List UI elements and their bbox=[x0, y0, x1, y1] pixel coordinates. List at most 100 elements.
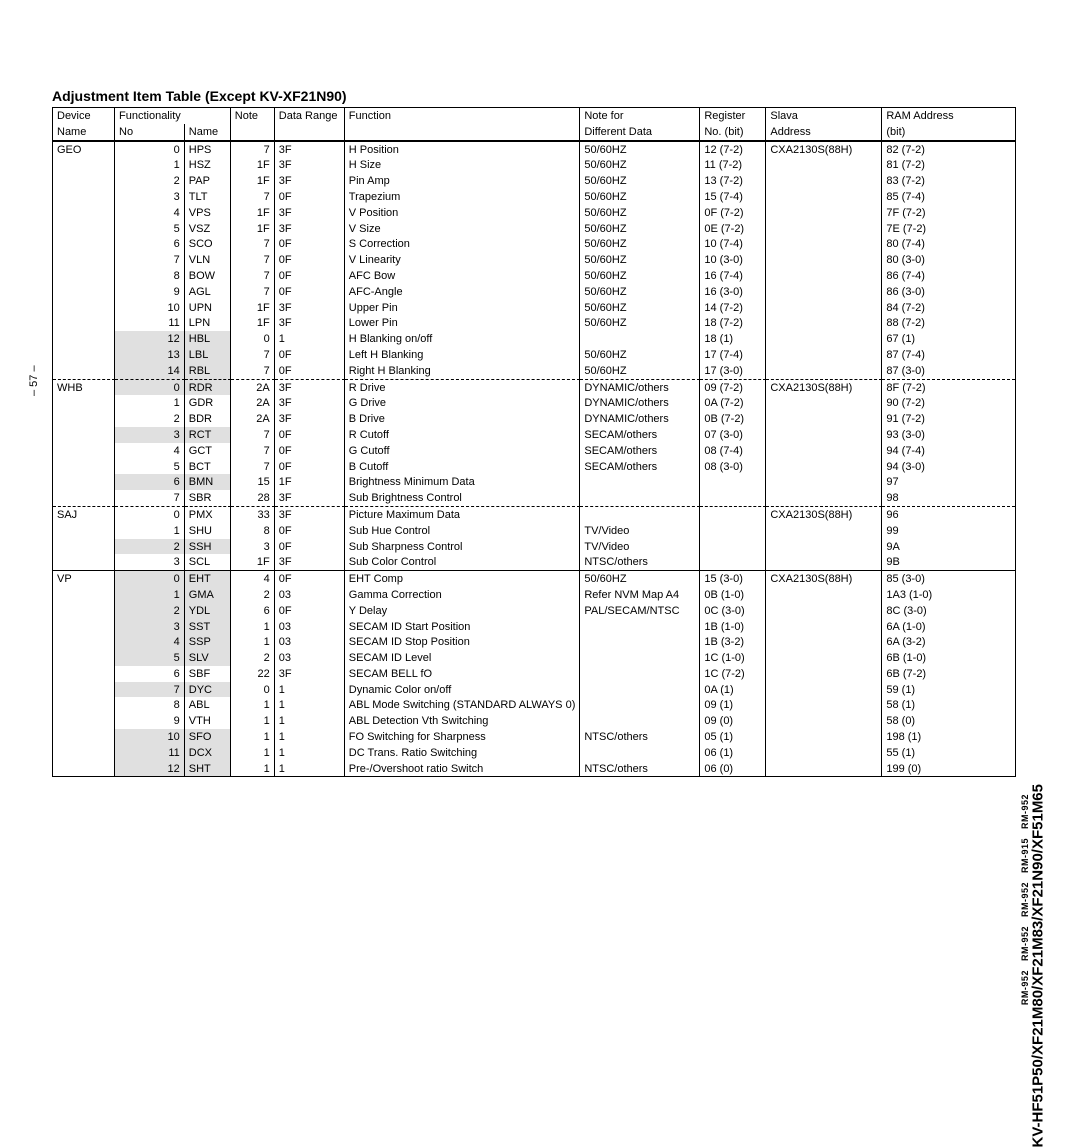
cell bbox=[53, 315, 115, 331]
cell: 1 bbox=[231, 619, 275, 635]
cell: ABL Mode Switching (STANDARD ALWAYS 0) bbox=[345, 697, 581, 713]
cell: 199 (0) bbox=[882, 761, 1015, 777]
cell: TV/Video bbox=[580, 523, 700, 539]
cell: LBL bbox=[185, 347, 231, 363]
cell bbox=[766, 729, 882, 745]
cell: 50/60HZ bbox=[580, 570, 700, 587]
cell bbox=[766, 474, 882, 490]
cell: 1 bbox=[115, 587, 185, 603]
cell bbox=[53, 427, 115, 443]
cell: 10 (7-4) bbox=[700, 236, 766, 252]
cell bbox=[53, 221, 115, 237]
cell: 3F bbox=[275, 554, 345, 570]
cell: 18 (1) bbox=[700, 331, 766, 347]
cell: 50/60HZ bbox=[580, 300, 700, 316]
cell: 7 bbox=[231, 252, 275, 268]
cell: V Position bbox=[345, 205, 581, 221]
cell bbox=[53, 761, 115, 777]
cell bbox=[580, 490, 700, 506]
cell bbox=[53, 411, 115, 427]
cell: 1F bbox=[275, 474, 345, 490]
cell: 50/60HZ bbox=[580, 189, 700, 205]
cell bbox=[766, 443, 882, 459]
cell bbox=[700, 490, 766, 506]
cell: 0F bbox=[275, 443, 345, 459]
cell bbox=[53, 603, 115, 619]
cell: 1 bbox=[275, 331, 345, 347]
cell: 6B (7-2) bbox=[882, 666, 1015, 682]
cell: CXA2130S(88H) bbox=[766, 506, 882, 523]
cell: 86 (3-0) bbox=[882, 284, 1015, 300]
cell: 3 bbox=[115, 189, 185, 205]
cell: V Linearity bbox=[345, 252, 581, 268]
cell: 1A3 (1-0) bbox=[882, 587, 1015, 603]
cell bbox=[275, 124, 345, 141]
cell: 22 bbox=[231, 666, 275, 682]
cell: H Blanking on/off bbox=[345, 331, 581, 347]
cell: 1F bbox=[231, 221, 275, 237]
cell: 0F bbox=[275, 570, 345, 587]
cell: S Correction bbox=[345, 236, 581, 252]
cell: 94 (7-4) bbox=[882, 443, 1015, 459]
cell: 96 bbox=[882, 506, 1015, 523]
page-title: Adjustment Item Table (Except KV-XF21N90… bbox=[52, 88, 347, 104]
cell: CXA2130S(88H) bbox=[766, 141, 882, 158]
cell: 06 (0) bbox=[700, 761, 766, 777]
cell: 2 bbox=[115, 539, 185, 555]
cell bbox=[53, 300, 115, 316]
cell bbox=[53, 634, 115, 650]
cell: 94 (3-0) bbox=[882, 459, 1015, 475]
cell: 11 (7-2) bbox=[700, 157, 766, 173]
cell bbox=[766, 411, 882, 427]
cell bbox=[53, 729, 115, 745]
cell: H Position bbox=[345, 141, 581, 158]
cell bbox=[53, 284, 115, 300]
cell: 1 bbox=[275, 713, 345, 729]
cell: 7 bbox=[231, 363, 275, 379]
cell: 0A (7-2) bbox=[700, 395, 766, 411]
cell: Right H Blanking bbox=[345, 363, 581, 379]
cell: 88 (7-2) bbox=[882, 315, 1015, 331]
cell: 3F bbox=[275, 205, 345, 221]
cell: No bbox=[115, 124, 185, 141]
cell bbox=[766, 603, 882, 619]
header-cell: RAM Address bbox=[882, 108, 1015, 124]
cell: SCO bbox=[185, 236, 231, 252]
cell bbox=[766, 173, 882, 189]
cell: 7 bbox=[231, 459, 275, 475]
cell: 5 bbox=[115, 459, 185, 475]
header-cell: Data Range bbox=[275, 108, 345, 124]
cell: 97 bbox=[882, 474, 1015, 490]
cell: 12 (7-2) bbox=[700, 141, 766, 158]
cell: TLT bbox=[185, 189, 231, 205]
cell bbox=[766, 347, 882, 363]
cell: 1 bbox=[275, 697, 345, 713]
cell bbox=[766, 157, 882, 173]
cell: 28 bbox=[231, 490, 275, 506]
cell: 1 bbox=[275, 729, 345, 745]
cell: 7F (7-2) bbox=[882, 205, 1015, 221]
cell: 1B (3-2) bbox=[700, 634, 766, 650]
cell: H Size bbox=[345, 157, 581, 173]
cell bbox=[766, 395, 882, 411]
cell bbox=[766, 284, 882, 300]
cell: 3 bbox=[115, 619, 185, 635]
cell bbox=[53, 619, 115, 635]
cell: Refer NVM Map A4 bbox=[580, 587, 700, 603]
cell: 15 (3-0) bbox=[700, 570, 766, 587]
cell: Different Data bbox=[580, 124, 700, 141]
header-cell: Note for bbox=[580, 108, 700, 124]
cell bbox=[53, 666, 115, 682]
cell: V Size bbox=[345, 221, 581, 237]
cell: NTSC/others bbox=[580, 729, 700, 745]
cell: 1C (1-0) bbox=[700, 650, 766, 666]
cell: 8 bbox=[115, 697, 185, 713]
cell: 0F bbox=[275, 427, 345, 443]
cell: 5 bbox=[115, 650, 185, 666]
cell bbox=[580, 713, 700, 729]
cell: CXA2130S(88H) bbox=[766, 570, 882, 587]
cell: VPS bbox=[185, 205, 231, 221]
cell bbox=[766, 539, 882, 555]
cell: 6 bbox=[115, 474, 185, 490]
cell: 93 (3-0) bbox=[882, 427, 1015, 443]
